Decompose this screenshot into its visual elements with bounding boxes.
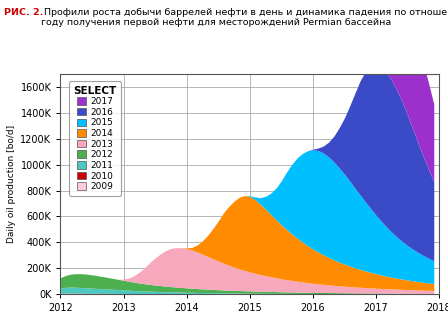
Text: РИС. 2.: РИС. 2. [4,8,44,17]
Legend: 2017, 2016, 2015, 2014, 2013, 2012, 2011, 2010, 2009: 2017, 2016, 2015, 2014, 2013, 2012, 2011… [69,81,121,196]
Text: Профили роста добычи баррелей нефти в день и динамика падения по отношению к
год: Профили роста добычи баррелей нефти в де… [41,8,448,27]
Y-axis label: Daily oil production [bo/d]: Daily oil production [bo/d] [7,125,16,243]
